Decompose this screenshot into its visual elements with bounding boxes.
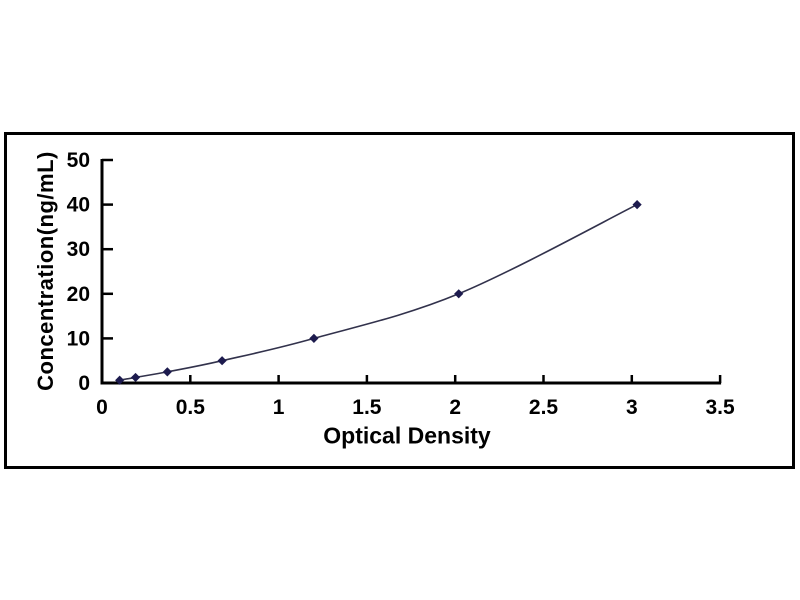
data-point-marker (309, 333, 319, 343)
data-point-marker (115, 375, 125, 385)
data-point-marker (130, 372, 141, 383)
chart-frame (4, 132, 795, 469)
x-tick-label: 3 (626, 396, 638, 419)
x-tick-label: 1 (273, 396, 285, 419)
y-tick-label: 20 (67, 283, 90, 306)
y-tick-label: 40 (67, 194, 90, 217)
x-tick-label: 1.5 (352, 396, 382, 419)
data-point-marker (217, 356, 227, 366)
x-tick-label: 3.5 (705, 396, 735, 419)
curve-line (119, 203, 638, 381)
data-point-marker (162, 367, 172, 377)
y-tick-label: 30 (67, 238, 90, 261)
y-axis-title: Concentration(ng/mL) (33, 151, 58, 391)
data-point-marker (454, 289, 464, 299)
x-tick-label: 2 (449, 396, 461, 419)
x-axis-title: Optical Density (323, 422, 491, 449)
x-tick-label: 2.5 (529, 396, 559, 419)
y-tick-label: 0 (78, 372, 90, 395)
x-tick-label: 0.5 (176, 396, 206, 419)
x-tick-label: 0 (96, 396, 108, 419)
y-tick-label: 50 (67, 149, 90, 172)
y-tick-label: 10 (67, 327, 90, 350)
data-point-marker (632, 200, 642, 210)
